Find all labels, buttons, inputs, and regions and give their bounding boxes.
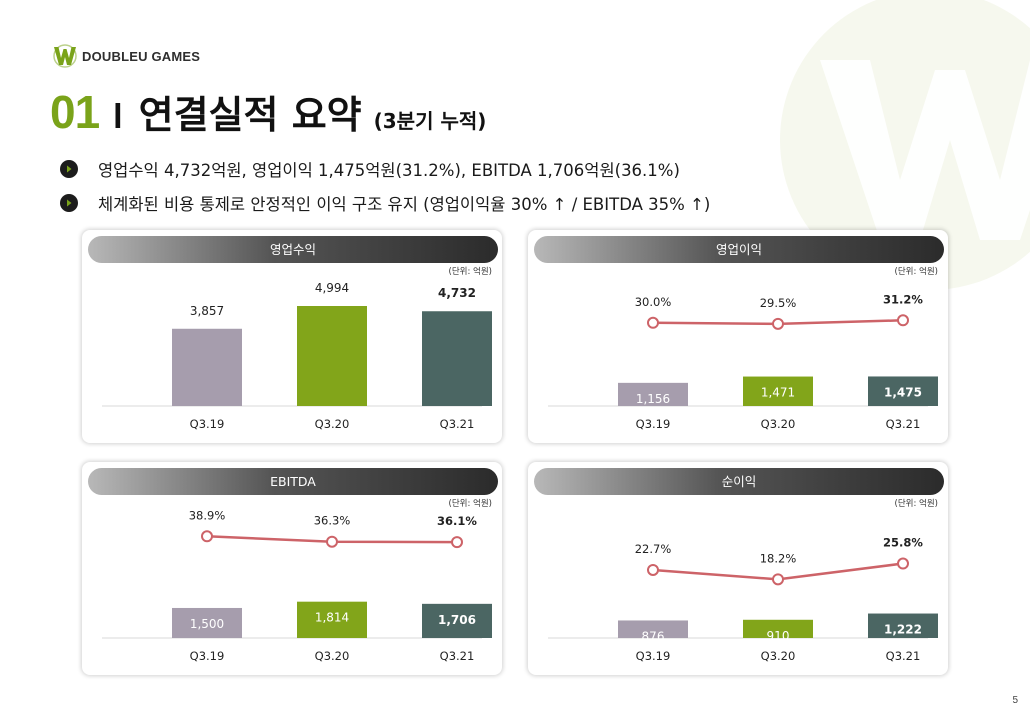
- company-logo: DOUBLEU GAMES: [52, 44, 200, 68]
- panel-header-bar: [88, 236, 498, 263]
- bar-value-label: 1,475: [884, 385, 922, 399]
- panel-title: 순이익: [721, 474, 757, 489]
- chevron-right-icon: [60, 194, 78, 212]
- bar-value-label: 1,156: [636, 392, 670, 406]
- unit-label: (단위: 억원): [894, 267, 938, 277]
- x-tick-label: Q3.20: [315, 649, 350, 663]
- chart-panel-ebitda: EBITDA (단위: 억원) 1,500 Q3.19 1,814 Q3.20 1,70…: [82, 462, 502, 675]
- bar-value-label: 1,222: [884, 623, 922, 637]
- margin-label: 30.0%: [635, 295, 672, 309]
- bullet-item: 체계화된 비용 통제로 안정적인 이익 구조 유지 (영업이익율 30% ↑ /…: [60, 186, 710, 220]
- x-tick-label: Q3.21: [886, 649, 921, 663]
- margin-point: [451, 536, 463, 549]
- x-tick-label: Q3.20: [315, 417, 350, 431]
- bar-value-label: 1,500: [190, 617, 224, 631]
- watermark-logo: [780, 0, 1030, 290]
- bullet-text: 영업수익 4,732억원, 영업이익 1,475억원(31.2%), EBITD…: [98, 161, 680, 180]
- panel-header-bar: [88, 468, 498, 495]
- margin-label: 25.8%: [883, 536, 923, 550]
- x-tick-label: Q3.19: [190, 649, 225, 663]
- margin-label: 36.1%: [437, 514, 477, 528]
- bar-q321: [868, 613, 938, 638]
- unit-label: (단위: 억원): [448, 499, 492, 509]
- margin-label: 29.5%: [760, 296, 797, 310]
- margin-point: [647, 563, 659, 576]
- title-main: 연결실적 요약: [138, 93, 362, 137]
- chart-panel-operating-profit: 영업이익 (단위: 억원) 1,156 Q3.19 1,471 Q3.20 1,475 Q…: [528, 230, 948, 443]
- margin-point: [772, 573, 784, 586]
- chevron-right-icon: [60, 160, 78, 178]
- page-number: 5: [1012, 695, 1018, 706]
- x-tick-label: Q3.20: [761, 649, 796, 663]
- bar-q319: [618, 620, 688, 638]
- margin-point: [897, 314, 909, 327]
- bar-q320: [743, 619, 813, 638]
- bullet-text: 체계화된 비용 통제로 안정적인 이익 구조 유지 (영업이익율 30% ↑ /…: [98, 195, 711, 214]
- margin-label: 18.2%: [760, 551, 797, 565]
- bar-chart: 3,857 Q3.19 4,994 Q3.20 4,732 Q3.21: [102, 281, 492, 431]
- bar-q321: [868, 376, 938, 406]
- margin-label: 22.7%: [635, 542, 672, 556]
- logo-text: DOUBLEU GAMES: [82, 48, 201, 64]
- panel-title: EBITDA: [270, 474, 316, 489]
- x-tick-label: Q3.20: [761, 417, 796, 431]
- panel-title: 영업이익: [715, 242, 762, 257]
- chart-panel-revenue: 영업수익 (단위: 억원) 3,857 Q3.19 4,994 Q3.20 4,732 Q…: [82, 230, 502, 443]
- bar-value-label: 4,994: [315, 281, 349, 295]
- title-separator: l: [113, 98, 123, 136]
- unit-label: (단위: 억원): [894, 499, 938, 509]
- x-tick-label: Q3.21: [440, 649, 475, 663]
- margin-point: [647, 316, 659, 329]
- bar-chart: 1,500 Q3.19 1,814 Q3.20 1,706 Q3.21 38.9% 36.3%…: [102, 508, 492, 663]
- bar-q320: [297, 306, 367, 406]
- x-tick-label: Q3.19: [636, 649, 671, 663]
- bar-q321: [422, 311, 492, 406]
- bar-q319: [618, 382, 688, 406]
- margin-point: [326, 535, 338, 548]
- bar-value-label: 1,814: [315, 611, 349, 625]
- logo-icon: [53, 44, 77, 68]
- section-number: 01: [50, 86, 100, 138]
- bar-value-label: 1,471: [761, 386, 795, 400]
- bar-value-label: 4,732: [438, 286, 476, 300]
- unit-label: (단위: 억원): [448, 267, 492, 277]
- bar-value-label: 910: [767, 629, 790, 643]
- bar-q320: [743, 376, 813, 406]
- bar-value-label: 876: [642, 629, 665, 643]
- title-sub: (3분기 누적): [373, 109, 487, 133]
- bar-q319: [172, 328, 242, 406]
- margin-label: 31.2%: [883, 292, 923, 306]
- x-tick-label: Q3.19: [636, 417, 671, 431]
- panel-header-bar: [534, 236, 944, 263]
- bar-q321: [422, 603, 492, 638]
- bar-chart: 1,156 Q3.19 1,471 Q3.20 1,475 Q3.21 30.0% 29.5%…: [548, 292, 938, 431]
- bar-q320: [297, 601, 367, 638]
- chart-panel-net-income: 순이익 (단위: 억원) 876 Q3.19 910 Q3.20 1,222 Q3.21 2…: [528, 462, 948, 675]
- bar-value-label: 3,857: [190, 304, 224, 318]
- bullet-item: 영업수익 4,732억원, 영업이익 1,475억원(31.2%), EBITD…: [60, 152, 710, 186]
- margin-label: 38.9%: [189, 508, 226, 522]
- x-tick-label: Q3.19: [190, 417, 225, 431]
- margin-label: 36.3%: [314, 514, 351, 528]
- bar-value-label: 1,706: [438, 613, 476, 627]
- margin-point: [201, 530, 213, 543]
- panel-header-bar: [534, 468, 944, 495]
- summary-bullets: 영업수익 4,732억원, 영업이익 1,475억원(31.2%), EBITD…: [60, 152, 710, 220]
- margin-point: [772, 317, 784, 330]
- bar-q319: [172, 607, 242, 638]
- panel-title: 영업수익: [269, 242, 316, 257]
- x-tick-label: Q3.21: [886, 417, 921, 431]
- margin-point: [897, 557, 909, 570]
- x-tick-label: Q3.21: [440, 417, 475, 431]
- page-title: 01 l 연결실적 요약 (3분기 누적): [50, 84, 486, 139]
- bar-chart: 876 Q3.19 910 Q3.20 1,222 Q3.21 22.7% 18.2% 25.8…: [548, 536, 938, 663]
